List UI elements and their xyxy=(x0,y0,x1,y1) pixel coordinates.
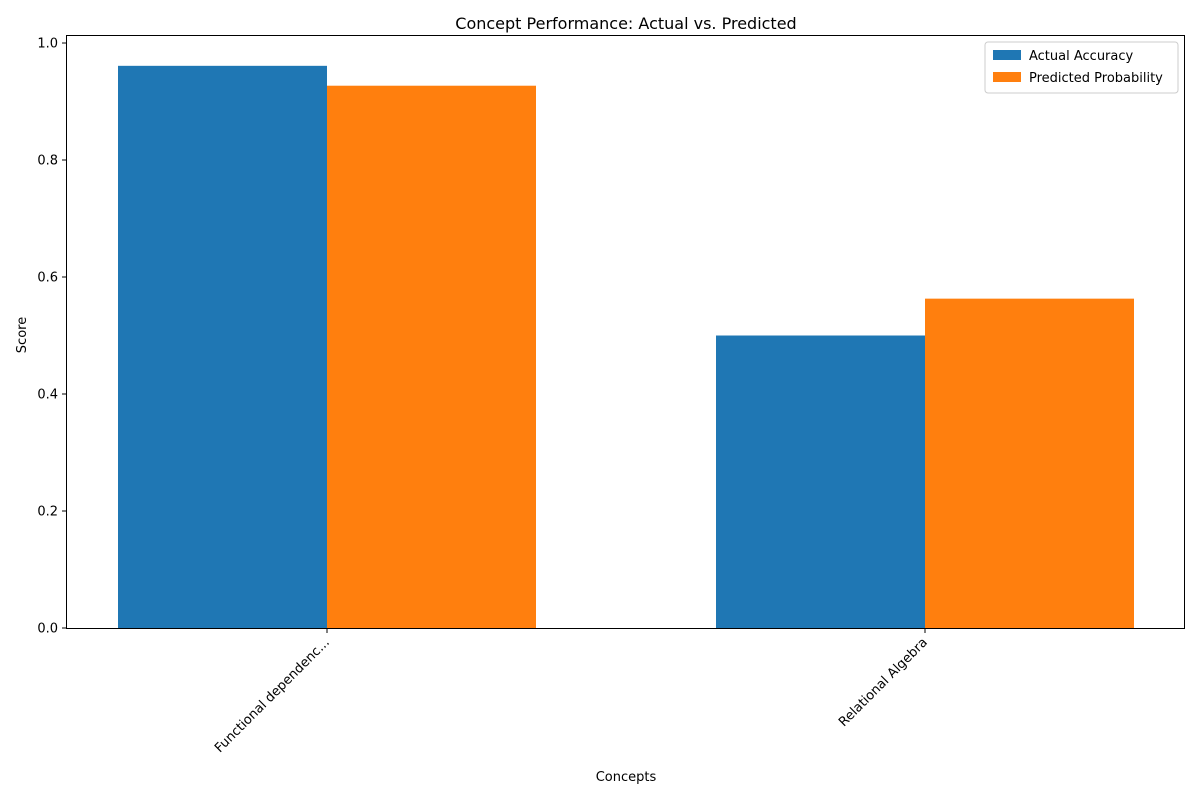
y-axis-label: Score xyxy=(15,317,30,353)
legend: Actual Accuracy Predicted Probability xyxy=(984,41,1179,94)
y-tick-label: 0.6 xyxy=(37,271,58,286)
legend-swatch-actual-accuracy xyxy=(993,50,1021,60)
y-axis: 0.0 0.2 0.4 0.6 0.8 1.0 xyxy=(37,37,67,637)
chart-title: Concept Performance: Actual vs. Predicte… xyxy=(455,14,796,33)
legend-swatch-predicted-probability xyxy=(993,72,1021,82)
bar-predicted-probability-relational-algebra xyxy=(925,298,1134,628)
x-tick-label-functional-dependenc: Functional dependenc... xyxy=(212,635,333,756)
bar-actual-accuracy-functional-dependenc xyxy=(118,65,327,629)
x-axis: Functional dependenc... Relational Algebr… xyxy=(212,628,931,756)
plot-frame xyxy=(66,35,1185,629)
bar-predicted-probability-functional-dependenc xyxy=(327,85,536,628)
x-axis-label: Concepts xyxy=(596,770,657,785)
x-tick-label-relational-algebra: Relational Algebra xyxy=(836,635,931,730)
bar-actual-accuracy-relational-algebra xyxy=(716,335,925,628)
y-tick-label: 1.0 xyxy=(37,37,58,52)
legend-label-actual-accuracy: Actual Accuracy xyxy=(1029,49,1134,64)
y-tick-label: 0.8 xyxy=(37,154,58,169)
y-tick-label: 0.0 xyxy=(37,622,58,637)
plot-area xyxy=(118,65,1134,629)
legend-frame xyxy=(984,41,1179,94)
y-tick-label: 0.4 xyxy=(37,388,58,403)
y-tick-label: 0.2 xyxy=(37,505,58,520)
legend-label-predicted-probability: Predicted Probability xyxy=(1029,71,1163,86)
